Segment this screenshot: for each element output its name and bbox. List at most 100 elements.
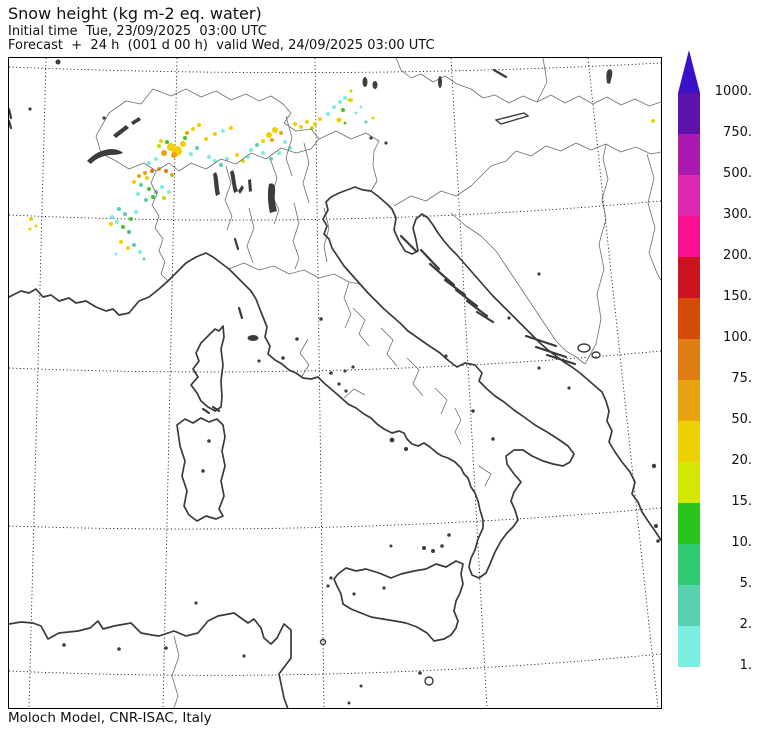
snow-point [225,157,229,161]
snow-point [139,183,143,187]
colorbar-tick: 15. [731,494,752,509]
snow-point [338,100,342,104]
colorbar-segment [678,257,700,298]
snow-point [341,108,345,112]
snow-point [197,123,201,127]
snow-point [204,137,208,141]
snow-point [180,141,186,147]
snow-point [343,96,347,100]
snow-point [277,151,281,155]
snow-point [117,207,121,211]
snow-point [34,224,38,228]
map-frame [8,57,662,709]
snow-point [326,112,330,116]
snow-point [299,125,303,129]
snow-point [119,240,123,244]
colorbar-tick: 5. [739,576,752,591]
colorbar-segment [678,544,700,585]
snow-point [129,217,133,221]
colorbar-segment [678,421,700,462]
snow-point [160,185,164,189]
snow-point [183,136,187,140]
colorbar-tick: 200. [723,248,752,263]
snow-point [126,246,130,250]
snow-point [136,192,140,196]
page-title: Snow height (kg m-2 eq. water) [8,4,262,23]
colorbar-segment [678,585,700,626]
snow-point [651,119,655,123]
snow-point [28,227,32,231]
snow-point [162,196,166,200]
snow-point [144,198,148,202]
colorbar-segment [678,298,700,339]
colorbar-tick: 500. [723,166,752,181]
snow-point [123,212,127,216]
snow-point [110,215,114,219]
snow-point [354,111,358,115]
snow-point [279,131,283,135]
snow-point [261,139,265,143]
snow-point [235,153,239,157]
forecast-valid-line: Forecast + 24 h (001 d 00 h) valid Wed, … [8,38,435,53]
colorbar-tick: 100. [723,330,752,345]
colorbar-segment [678,93,700,134]
colorbar-tick: 50. [731,412,752,427]
coastlines [9,186,661,708]
snow-point [283,140,287,144]
colorbar-tick: 2. [739,617,752,632]
snow-point [142,257,146,261]
snow-point [293,122,297,126]
snow-point [318,117,322,121]
colorbar-segment [678,175,700,216]
colorbar-segment [678,626,700,667]
map-canvas [9,58,661,708]
colorbar-segment [678,462,700,503]
snow-point [349,89,353,93]
snow-point [29,217,33,221]
snow-point [185,131,189,135]
colorbar-tick: 750. [723,125,752,140]
colorbar-segment [678,216,700,257]
colorbar-tick: 150. [723,289,752,304]
initial-time-line: Initial time Tue, 23/09/2025 03:00 UTC [8,24,267,39]
snow-point [138,250,142,254]
snow-point [266,132,272,138]
snow-data-layer [28,89,655,261]
model-credit: Moloch Model, CNR-ISAC, Italy [8,710,212,726]
snow-point [343,121,347,125]
colorbar-overflow-arrow [678,50,700,93]
snow-point [154,157,158,161]
snow-point [359,105,363,109]
snow-point [191,127,195,131]
colorbar-segments [678,93,700,667]
snow-point [109,222,113,226]
colorbar-segment [678,380,700,421]
snow-point [114,252,118,256]
snow-point [221,129,225,133]
colorbar-tick: 10. [731,535,752,550]
snow-point [165,140,169,144]
snow-point [167,190,171,194]
snow-point [157,144,161,148]
snow-point [195,146,199,150]
snow-point [147,187,151,191]
colorbar-tick: 20. [731,453,752,468]
snow-point [147,161,151,165]
snow-point [347,98,351,102]
snow-point [255,143,259,147]
snow-point [171,152,177,158]
colorbar-segment [678,134,700,175]
snow-point [371,116,375,120]
snow-point [132,180,136,184]
colorbar-tick: 300. [723,207,752,222]
snow-point [332,105,336,109]
colorbar-tick: 75. [731,371,752,386]
snow-point [336,117,342,123]
snow-point [261,151,265,155]
political-borders [95,58,661,708]
snow-point [121,225,125,229]
snow-point [145,176,149,180]
colorbar-segment [678,503,700,544]
snow-point [170,173,174,177]
